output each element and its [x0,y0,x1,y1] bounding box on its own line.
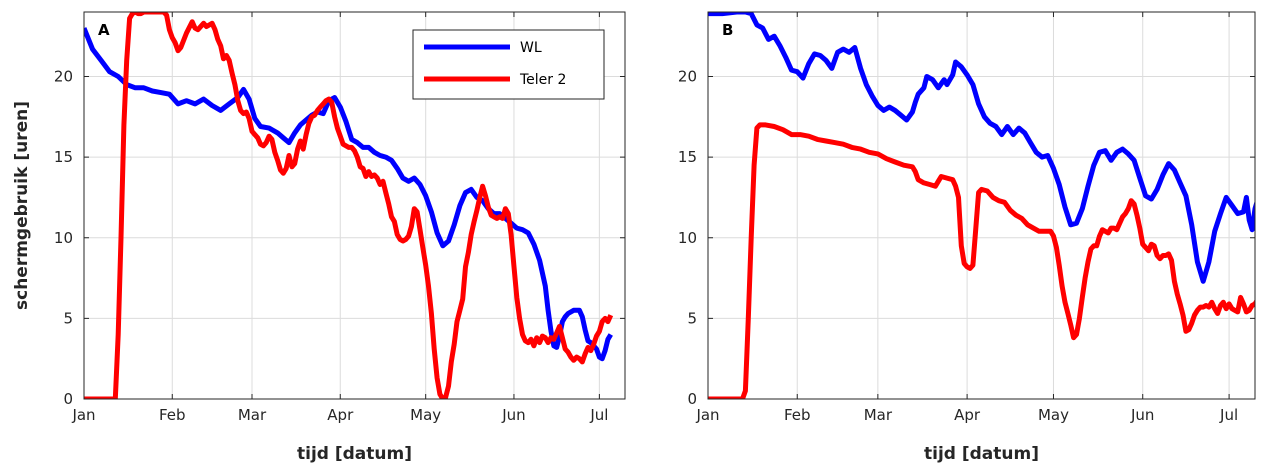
panel-a-x-tick-label: Jul [589,406,608,424]
panel-a-x-tick-label: Feb [159,406,186,424]
panel-b-y-tick-label: 10 [678,229,697,247]
panel-b-x-tick-label: Feb [784,406,811,424]
panel-b-y-tick-label: 5 [687,309,697,327]
panel-a-series-line-teler-2 [84,12,614,399]
panel-b-y-tick-label: 0 [687,390,697,408]
panel-b-x-tick-label: Jan [695,406,719,424]
panel-a-y-axis-title: schermgebruik [uren] [12,101,32,310]
panel-a-x-tick-label: Jan [71,406,95,424]
panel-a-series-line-wl [84,27,613,362]
panel-a-x-tick-label: Mar [238,406,267,424]
panel-a-y-tick-label: 0 [63,390,73,408]
panel-a-y-tick-label: 15 [54,148,73,166]
panel-b-x-tick-label: Mar [864,406,893,424]
panel-a-x-tick-label: Jun [501,406,525,424]
panel-a-legend-box [412,29,605,100]
panel-a-panel-letter: A [98,21,110,39]
panel-b-series-group [708,12,1255,399]
panel-a-y-tick-label: 10 [54,229,73,247]
panel-b-x-tick-label: Jul [1219,406,1238,424]
panel-a-legend-label-teler-2: Teler 2 [519,72,566,88]
panel-a-axes-frame [83,11,626,400]
panel-b-x-tick-label: Apr [954,406,981,424]
panel-b-x-tick-label: Jun [1130,406,1154,424]
panel-b-y-tick-label: 15 [678,148,697,166]
panel-b-panel-letter: B [722,21,733,39]
panel-b-axes-frame [707,11,1256,400]
panel-b-x-axis-title: tijd [datum] [924,444,1039,464]
panel-a-y-tick-label: 5 [63,309,73,327]
panel-b-series-line-wl [708,12,1255,284]
panel-b-y-tick-label: 20 [678,68,697,86]
panel-a-x-tick-label: Apr [327,406,354,424]
panel-a-y-tick-label: 20 [54,68,73,86]
panel-a-legend-label-wl: WL [520,40,542,56]
panel-a-series-group [84,12,614,399]
panel-a-legend: WL Teler 2 [412,29,605,100]
panel-a-x-axis-title: tijd [datum] [297,444,412,464]
panel-b-series-line-teler-2 [708,122,1255,399]
panel-a-x-tick-label: May [410,406,441,424]
panel-b-x-tick-label: May [1038,406,1069,424]
